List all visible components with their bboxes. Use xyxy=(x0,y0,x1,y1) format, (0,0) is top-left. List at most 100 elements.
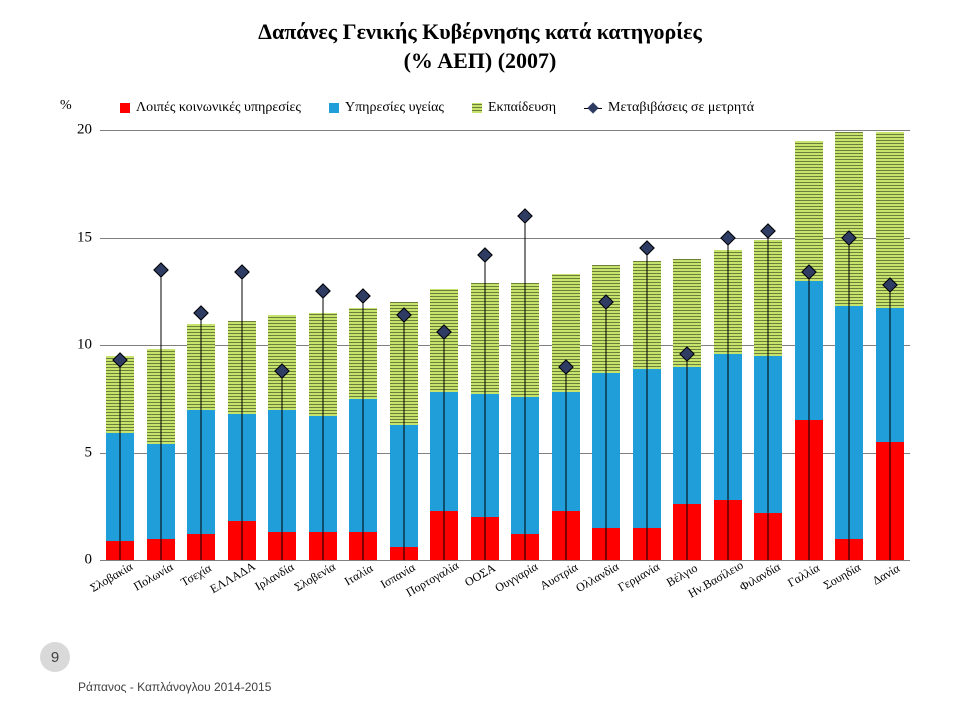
marker-drop-line xyxy=(201,313,202,560)
legend-item: Υπηρεσίες υγείας xyxy=(329,100,444,116)
x-label-slot: Φιλανδία xyxy=(748,564,789,624)
marker-diamond-icon xyxy=(355,288,371,304)
bar-slot xyxy=(424,130,465,560)
page-number: 9 xyxy=(51,649,59,666)
marker-diamond-icon xyxy=(517,208,533,224)
bar-slot xyxy=(829,130,870,560)
bar-slot xyxy=(505,130,546,560)
x-tick-label: Σλοβακία xyxy=(88,559,136,595)
bar-slot xyxy=(141,130,182,560)
marker-drop-line xyxy=(849,238,850,561)
bar-segment-education xyxy=(795,141,823,281)
page: Δαπάνες Γενικής Κυβέρνησης κατά κατηγορί… xyxy=(0,0,960,712)
legend-label: Μεταβιβάσεις σε μετρητά xyxy=(608,100,754,116)
bar-slot xyxy=(627,130,668,560)
marker-drop-line xyxy=(808,272,809,560)
legend: Λοιπές κοινωνικές υπηρεσίες Υπηρεσίες υγε… xyxy=(120,100,900,116)
x-label-slot: Πολωνία xyxy=(141,564,182,624)
x-label-slot: Ολλανδία xyxy=(586,564,627,624)
chart-title: Δαπάνες Γενικής Κυβέρνησης κατά κατηγορί… xyxy=(0,18,960,75)
legend-item: Λοιπές κοινωνικές υπηρεσίες xyxy=(120,100,301,116)
legend-label: Λοιπές κοινωνικές υπηρεσίες xyxy=(136,100,301,116)
marker-drop-line xyxy=(322,291,323,560)
legend-item: Εκπαίδευση xyxy=(472,100,556,116)
gridline xyxy=(100,560,910,561)
x-label-slot: ΕΛΛΑΔΑ xyxy=(222,564,263,624)
marker-drop-line xyxy=(282,371,283,560)
legend-swatch xyxy=(329,103,339,113)
legend-marker xyxy=(584,103,602,113)
x-label-slot: Σουηδία xyxy=(829,564,870,624)
x-label-slot: Ιταλία xyxy=(343,564,384,624)
x-label-slot: Γαλλία xyxy=(789,564,830,624)
y-tick-label: 15 xyxy=(77,229,92,246)
marker-drop-line xyxy=(525,216,526,560)
marker-diamond-icon xyxy=(720,230,736,246)
marker-diamond-icon xyxy=(315,283,331,299)
bar-slot xyxy=(789,130,830,560)
title-line-1: Δαπάνες Γενικής Κυβέρνησης κατά κατηγορί… xyxy=(258,19,702,44)
bar-slot xyxy=(222,130,263,560)
marker-diamond-icon xyxy=(760,223,776,239)
marker-drop-line xyxy=(363,296,364,560)
marker-drop-line xyxy=(403,315,404,560)
marker-drop-line xyxy=(768,231,769,560)
marker-drop-line xyxy=(727,238,728,561)
legend-item: Μεταβιβάσεις σε μετρητά xyxy=(584,100,754,116)
bar-slot xyxy=(100,130,141,560)
x-label-slot: Σλοβακία xyxy=(100,564,141,624)
marker-drop-line xyxy=(484,255,485,560)
x-label-slot: Σλοβενία xyxy=(303,564,344,624)
bar-slot xyxy=(303,130,344,560)
x-label-slot: Ην.Βασίλειο xyxy=(708,564,749,624)
x-tick-label: Γαλλία xyxy=(785,561,822,591)
y-tick-label: 5 xyxy=(85,444,93,461)
x-label-slot: Γερμανία xyxy=(627,564,668,624)
bar-slot xyxy=(748,130,789,560)
x-label-slot: Δανία xyxy=(870,564,911,624)
y-tick-label: 20 xyxy=(77,122,92,139)
y-axis-label: % xyxy=(60,98,72,114)
title-line-2: (% ΑΕΠ) (2007) xyxy=(404,48,557,73)
marker-drop-line xyxy=(444,332,445,560)
bar-slot xyxy=(870,130,911,560)
x-tick-label: Δανία xyxy=(870,561,903,588)
bar-slot xyxy=(262,130,303,560)
marker-drop-line xyxy=(565,367,566,561)
x-axis-labels: ΣλοβακίαΠολωνίαΤσεχίαΕΛΛΑΔΑΙρλανδίαΣλοβε… xyxy=(100,564,910,624)
bar-slot xyxy=(708,130,749,560)
marker-diamond-icon xyxy=(193,305,209,321)
chart-area: 05101520 ΣλοβακίαΠολωνίαΤσεχίαΕΛΛΑΔΑΙρλα… xyxy=(100,130,910,590)
bar-slot xyxy=(384,130,425,560)
x-label-slot: Πορτογαλία xyxy=(424,564,465,624)
legend-swatch xyxy=(472,103,482,113)
marker-drop-line xyxy=(889,285,890,560)
x-tick-label: Ιταλία xyxy=(342,561,376,589)
footer-text: Ράπανος - Καπλάνογλου 2014-2015 xyxy=(78,680,271,694)
y-tick-label: 0 xyxy=(85,552,93,569)
marker-drop-line xyxy=(160,270,161,560)
marker-drop-line xyxy=(241,272,242,560)
bars-container xyxy=(100,130,910,560)
marker-drop-line xyxy=(687,354,688,560)
legend-swatch xyxy=(120,103,130,113)
bar-slot xyxy=(667,130,708,560)
page-number-badge: 9 xyxy=(40,642,70,672)
plot: 05101520 xyxy=(100,130,910,560)
x-tick-label: ΟΟΣΑ xyxy=(462,561,498,590)
bar-slot xyxy=(546,130,587,560)
marker-drop-line xyxy=(120,360,121,560)
x-label-slot: Ιρλανδία xyxy=(262,564,303,624)
y-tick-label: 10 xyxy=(77,337,92,354)
marker-drop-line xyxy=(606,302,607,560)
bar-slot xyxy=(586,130,627,560)
bar-slot xyxy=(181,130,222,560)
marker-diamond-icon xyxy=(639,240,655,256)
marker-drop-line xyxy=(646,248,647,560)
legend-label: Εκπαίδευση xyxy=(488,100,556,116)
bar-slot xyxy=(465,130,506,560)
bar-slot xyxy=(343,130,384,560)
marker-diamond-icon xyxy=(477,247,493,263)
legend-label: Υπηρεσίες υγείας xyxy=(345,100,444,116)
marker-diamond-icon xyxy=(153,262,169,278)
